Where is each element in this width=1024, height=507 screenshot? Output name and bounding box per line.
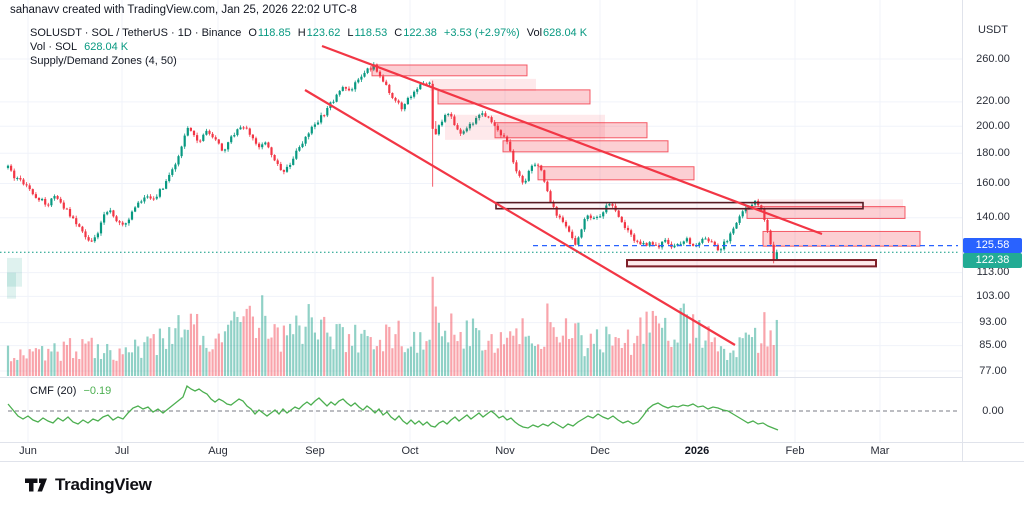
trendlines-layer [304,44,823,346]
demand-zone-left-1[interactable] [7,257,22,287]
tradingview-logo-text: TradingView [55,475,152,494]
time-tick-label: Jun [19,445,37,457]
descending-trendline-lower[interactable] [304,89,736,346]
supply-zone-1[interactable] [371,64,528,77]
range-box-lower[interactable] [626,259,877,268]
supply-zone-6-light[interactable] [760,199,903,209]
sdz-indicator-row[interactable]: Supply/Demand Zones (4, 50) [30,54,587,68]
price-tick-label: 160.00 [976,176,1010,189]
time-tick-label: Sep [305,445,325,457]
price-tick-label: 93.00 [979,316,1007,329]
chart-legend: SOLUSDT · SOL / TetherUS · 1D · Binance … [30,26,587,68]
supply-zone-7[interactable] [762,230,921,247]
chart-svg[interactable] [0,0,1024,466]
price-axis-currency: USDT [978,24,1008,36]
cmf-zero-tick-label: 0.00 [982,404,1004,417]
price-tick-label: 140.00 [976,211,1010,224]
supply-zone-5[interactable] [537,166,695,181]
volume-legend-row[interactable]: Vol · SOL 628.04 K [30,40,587,54]
time-tick-label: Aug [208,445,228,457]
volume-indicator-label: Vol · SOL [30,41,78,53]
demand-zone-left-2[interactable] [7,272,16,299]
time-tick-label: Jul [114,445,130,457]
price-badge-last: 122.38 [963,253,1022,268]
ohlc-low: L 118.53 [347,27,388,39]
cmf-indicator-value: −0.19 [83,385,112,397]
price-tick-label: 113.00 [976,266,1010,279]
ohlc-close: C 122.38 [394,27,437,39]
ohlc-high: H 123.62 [297,27,341,39]
pane-borders [0,0,1024,462]
price-tick-label: 200.00 [976,119,1010,132]
time-tick-label: Dec [590,445,610,457]
tradingview-icon [25,478,47,492]
cmf-layer[interactable] [7,384,958,431]
supply-zone-2[interactable] [437,89,591,105]
time-tick-label: 2026 [684,445,710,457]
price-axis[interactable]: USDT 125.58 122.38 260.00 220.00 200.00 180… [962,0,1024,461]
attribution-text: sahanavv created with TradingView.com, J… [10,4,357,16]
candles-layer[interactable] [6,62,778,264]
time-tick-label: Feb [785,445,805,457]
price-badge-alert[interactable]: 125.58 [963,238,1022,253]
symbol-legend-row[interactable]: SOLUSDT · SOL / TetherUS · 1D · Binance … [30,26,587,40]
cmf-line [7,384,779,431]
ohlc-open: O 118.85 [248,27,291,39]
supply-zones-layer [371,64,921,268]
cmf-legend-row[interactable]: CMF (20) −0.19 [30,385,111,397]
symbol-title[interactable]: SOLUSDT · SOL / TetherUS · 1D · Binance [30,27,242,39]
gridlines [0,0,962,442]
range-box-upper[interactable] [495,201,864,210]
tradingview-logo[interactable]: TradingView [25,475,152,495]
descending-trendline-upper[interactable] [321,44,823,236]
supply-zone-4[interactable] [502,140,669,153]
demand-zones-layer [7,257,22,299]
chart-plot-area[interactable] [0,0,1024,471]
price-tick-label: 220.00 [976,95,1010,108]
time-tick-label: Mar [870,445,890,457]
supply-zone-2-light[interactable] [430,78,536,91]
volume-summary: Vol 628.04 K [526,27,588,39]
price-tick-label: 260.00 [976,52,1010,65]
time-tick-label: Oct [401,445,419,457]
supply-zone-3[interactable] [494,122,648,139]
sdz-indicator-label: Supply/Demand Zones (4, 50) [30,55,177,67]
cmf-indicator-label: CMF (20) [30,385,77,397]
time-tick-label: Nov [495,445,515,457]
volume-indicator-value: 628.04 K [84,41,129,53]
price-tick-label: 103.00 [976,289,1010,302]
price-tick-label: 77.00 [979,364,1007,377]
volume-layer [6,276,778,376]
time-axis[interactable]: Jun Jul Aug Sep Oct Nov Dec 2026 Feb Mar [0,442,1024,461]
supply-zone-6[interactable] [746,206,906,219]
supply-zone-3-light[interactable] [445,114,605,140]
price-tick-label: 85.00 [979,339,1007,352]
price-change: +3.53 (+2.97%) [443,27,520,39]
price-tick-label: 180.00 [976,146,1010,159]
